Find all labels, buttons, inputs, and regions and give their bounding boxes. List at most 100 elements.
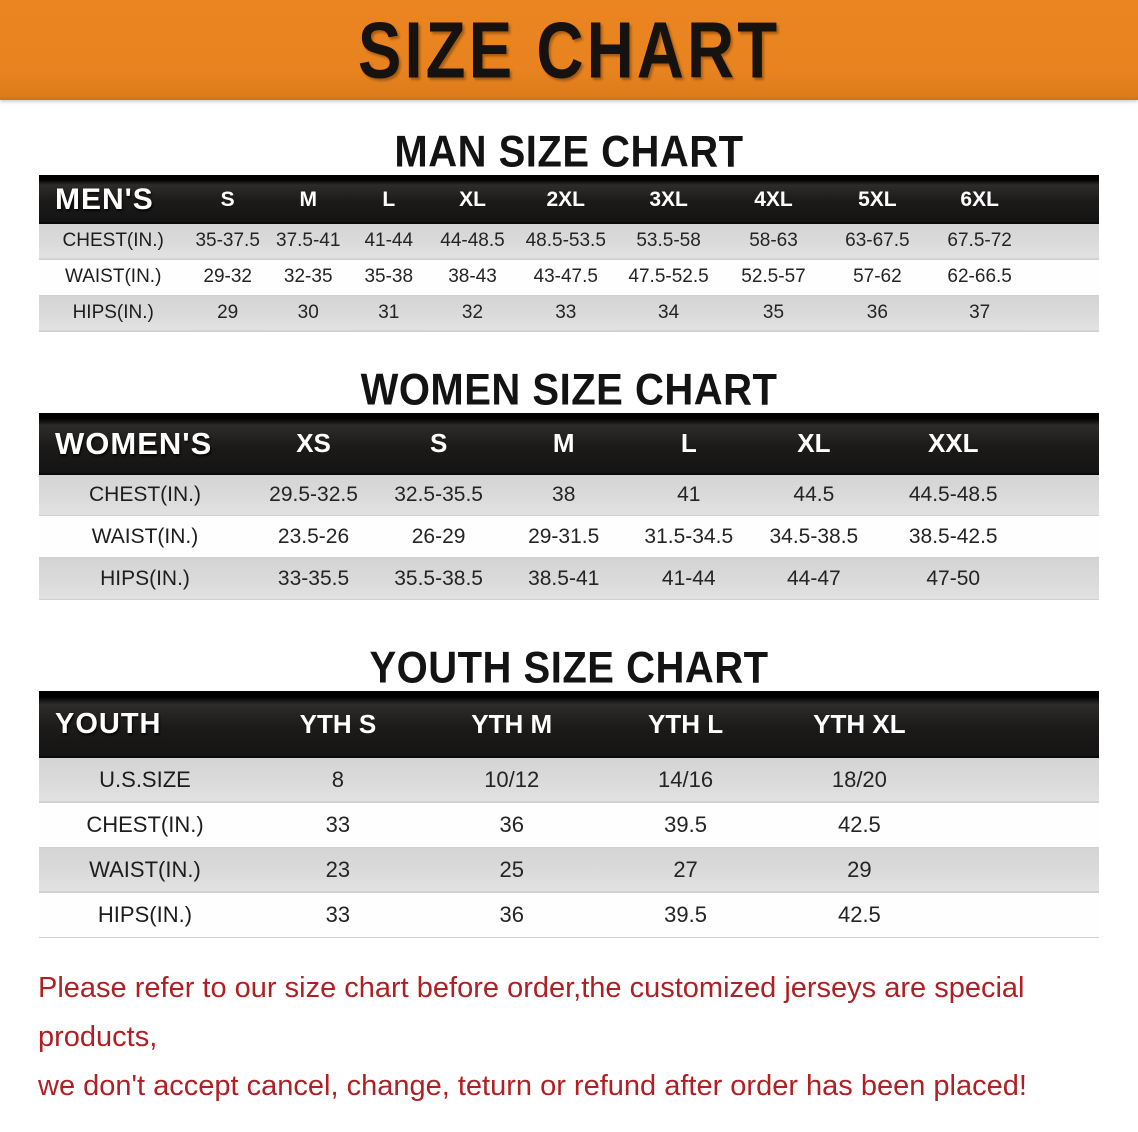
size-cell: 33 [555, 302, 577, 323]
size-cell: 36 [499, 901, 524, 927]
size-cell: 31 [378, 302, 400, 323]
size-cell: 35 [762, 302, 785, 323]
row-label: CHEST(IN.) [89, 482, 201, 506]
women-chest-row: CHEST(IN.) 29.5-32.5 32.5-35.5 38 41 44.… [39, 473, 1099, 516]
size-cell: 44-47 [786, 566, 841, 590]
women-col-m: M [501, 412, 627, 475]
banner-title: SIZE CHART [357, 5, 781, 95]
men-col-s: S [187, 175, 268, 224]
row-label: HIPS(IN.) [72, 302, 154, 323]
men-chest-row: CHEST(IN.) 35-37.5 37.5-41 41-44 44-48.5… [39, 223, 1099, 259]
table-spacer [1030, 558, 1099, 600]
disclaimer-line-1: Please refer to our size chart before or… [38, 971, 1025, 1053]
men-table-label: MEN'S [39, 175, 188, 224]
size-cell: 42.5 [837, 811, 881, 837]
size-cell: 38-43 [448, 266, 497, 287]
table-spacer [1030, 259, 1099, 295]
men-col-xl: XL [429, 175, 516, 224]
row-label: CHEST(IN.) [62, 230, 164, 252]
row-label: WAIST(IN.) [89, 856, 201, 882]
size-cell: 33 [325, 811, 351, 837]
row-label: CHEST(IN.) [86, 811, 204, 837]
size-cell: 25 [499, 856, 524, 882]
size-cell: 41-44 [364, 230, 414, 252]
youth-waist-row: WAIST(IN.) 23 25 27 29 [39, 847, 1099, 892]
size-cell: 23 [325, 856, 351, 882]
size-cell: 10/12 [484, 766, 540, 792]
size-cell: 27 [673, 856, 698, 882]
size-cell: 67.5-72 [947, 230, 1012, 252]
size-cell: 41-44 [661, 566, 716, 590]
women-col-xl: XL [751, 412, 877, 475]
size-cell: 62-66.5 [947, 266, 1012, 287]
youth-col-s: YTH S [250, 691, 425, 758]
size-cell: 32-35 [283, 266, 333, 287]
size-cell: 39.5 [664, 811, 707, 837]
youth-size-title: YOUTH SIZE CHART [369, 643, 769, 693]
size-cell: 44.5 [793, 482, 835, 506]
table-spacer [946, 847, 1099, 892]
table-spacer [946, 802, 1099, 847]
size-cell: 58-63 [749, 230, 798, 252]
size-cell: 38.5-41 [528, 566, 600, 590]
size-cell: 38.5-42.5 [908, 524, 998, 548]
size-cell: 33 [325, 901, 351, 927]
size-cell: 14/16 [658, 766, 714, 792]
youth-size-table: YOUTH YTH S YTH M YTH L YTH XL U.S.SIZE … [39, 691, 1099, 938]
size-cell: 30 [297, 302, 319, 323]
row-label: U.S.SIZE [99, 766, 191, 792]
size-cell: 23.5-26 [277, 524, 350, 548]
size-cell: 29-31.5 [528, 524, 600, 548]
size-cell: 52.5-57 [741, 266, 806, 287]
size-cell: 37 [969, 302, 991, 323]
size-cell: 47-50 [926, 566, 981, 590]
table-spacer [946, 691, 1099, 758]
size-cell: 36 [499, 811, 524, 837]
size-chart-banner: SIZE CHART [0, 0, 1138, 100]
table-spacer [946, 892, 1099, 937]
men-hips-row: HIPS(IN.) 29 30 31 32 33 34 35 36 37 [39, 295, 1099, 331]
size-cell: 32 [461, 302, 484, 323]
women-waist-row: WAIST(IN.) 23.5-26 26-29 29-31.5 31.5-34… [39, 515, 1099, 558]
men-col-m: M [267, 175, 349, 224]
men-col-3xl: 3XL [615, 175, 722, 224]
table-spacer [1030, 295, 1099, 331]
women-size-section: WOMEN SIZE CHART WOMEN'S XS S M L XL XXL… [0, 364, 1138, 601]
size-cell: 63-67.5 [845, 230, 910, 252]
table-spacer [1030, 412, 1099, 475]
size-cell: 31.5-34.5 [644, 524, 734, 548]
row-label: WAIST(IN.) [91, 524, 199, 548]
women-size-title: WOMEN SIZE CHART [360, 364, 778, 415]
size-cell: 29.5-32.5 [269, 482, 358, 506]
disclaimer-line-2: we don't accept cancel, change, teturn o… [38, 1069, 1027, 1102]
size-cell: 35-37.5 [195, 230, 260, 252]
women-hips-row: HIPS(IN.) 33-35.5 35.5-38.5 38.5-41 41-4… [39, 557, 1099, 600]
row-label: WAIST(IN.) [65, 266, 162, 287]
women-col-xxl: XXL [876, 412, 1031, 475]
size-cell: 34 [658, 302, 680, 323]
man-size-section: MAN SIZE CHART MEN'S S M L XL 2XL 3XL 4X… [0, 127, 1138, 332]
size-cell: 18/20 [831, 766, 887, 792]
youth-chest-row: CHEST(IN.) 33 36 39.5 42.5 [39, 802, 1099, 847]
women-col-xs: XS [251, 412, 377, 475]
size-cell: 32.5-35.5 [394, 482, 483, 506]
women-table-label: WOMEN'S [39, 412, 251, 475]
size-cell: 29 [217, 302, 239, 323]
size-cell: 43-47.5 [533, 266, 598, 287]
men-col-4xl: 4XL [721, 175, 826, 224]
youth-size-section: YOUTH SIZE CHART YOUTH YTH S YTH M YTH L… [0, 643, 1138, 938]
youth-header-row: YOUTH YTH S YTH M YTH L YTH XL [39, 691, 1099, 758]
youth-col-l: YTH L [598, 691, 773, 758]
row-label: HIPS(IN.) [100, 566, 190, 590]
men-col-6xl: 6XL [929, 175, 1030, 224]
youth-ussize-row: U.S.SIZE 8 10/12 14/16 18/20 [39, 757, 1099, 802]
size-cell: 33-35.5 [277, 566, 350, 590]
men-col-l: L [348, 175, 430, 224]
size-cell: 26-29 [411, 524, 466, 548]
disclaimer-note: Please refer to our size chart before or… [0, 964, 1138, 1111]
youth-table-label: YOUTH [39, 691, 251, 758]
men-col-5xl: 5XL [825, 175, 930, 224]
size-cell: 57-62 [853, 266, 902, 287]
table-spacer [1030, 223, 1099, 259]
size-cell: 39.5 [664, 901, 707, 927]
